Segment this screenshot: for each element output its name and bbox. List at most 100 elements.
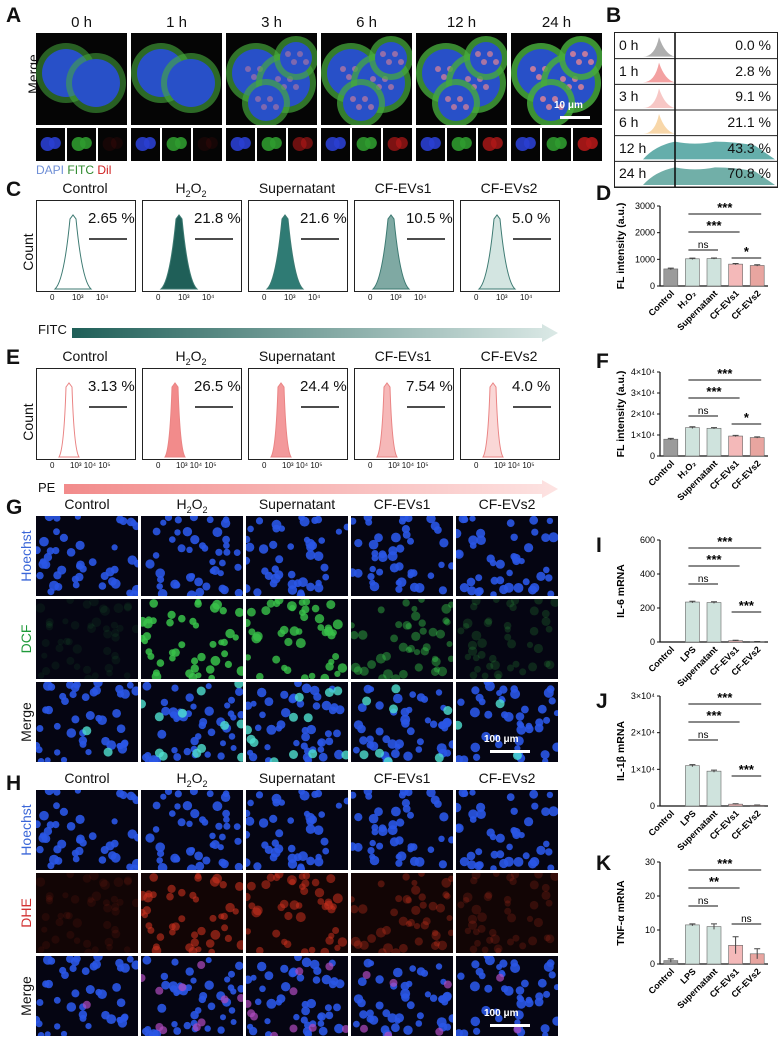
cell-drawing — [131, 43, 221, 113]
flow-tick-label: 0 — [156, 461, 161, 470]
micrograph — [36, 790, 138, 870]
micrograph — [351, 682, 453, 762]
error-bar — [732, 434, 739, 437]
panel-a-channel-thumb — [573, 128, 602, 161]
micrograph — [351, 516, 453, 596]
significance-label: * — [744, 410, 750, 425]
flow-histogram-box — [460, 200, 560, 292]
micro-scale-bar — [490, 750, 530, 753]
panel-a-channel-thumb — [98, 128, 127, 161]
x-tick-label: CF-EVs1 — [708, 808, 741, 841]
flow-tick-label: 10³ — [390, 293, 402, 302]
error-bar — [754, 948, 761, 959]
panel-e-ylabel: Count — [20, 403, 36, 441]
bar — [706, 258, 722, 287]
significance-label: *** — [706, 552, 722, 567]
micrograph — [246, 790, 348, 870]
micro-group-header: CF-EVs1 — [373, 496, 431, 512]
panel-label-k: K — [596, 852, 612, 875]
micrograph — [36, 599, 138, 679]
flow-histogram-box — [142, 368, 242, 460]
panel-label-b: B — [606, 4, 622, 27]
error-bar — [711, 769, 717, 773]
y-tick-label: 1×10⁴ — [631, 764, 655, 774]
flow-tick-label: 10⁴ — [96, 293, 109, 302]
flow-tick-label: 0 — [474, 293, 479, 302]
panel-a-time-header: 1 h — [166, 14, 187, 31]
micrograph — [141, 516, 243, 596]
panel-a-channel-thumb — [131, 128, 160, 161]
flow-tick-label: 0 — [368, 461, 373, 470]
flow-percent: 3.13 % — [88, 378, 135, 395]
panel-b-time-label: 1 h — [619, 62, 639, 79]
micrograph — [36, 873, 138, 953]
bar — [728, 803, 743, 807]
panel-b-time-label: 24 h — [619, 165, 647, 182]
micrograph — [246, 599, 348, 679]
panel-a-merge-image — [36, 33, 127, 125]
panel-c-xlabel: FITC — [38, 322, 67, 337]
significance-label: * — [744, 244, 750, 259]
significance-label: *** — [717, 690, 733, 705]
flow-percent: 2.65 % — [88, 210, 135, 227]
panel-b-histogram — [643, 141, 775, 160]
error-bar — [732, 803, 739, 805]
x-tick-label: CF-EVs1 — [708, 288, 741, 321]
micrograph — [141, 682, 243, 762]
flow-tick-label: 0 — [50, 461, 55, 470]
flow-histogram — [482, 382, 551, 458]
x-tick-label: Control — [647, 808, 677, 838]
micrograph — [456, 956, 558, 1036]
micrograph — [141, 599, 243, 679]
x-tick-label: Control — [647, 288, 677, 318]
panel-a-channel-thumb — [416, 128, 445, 161]
flow-tick-label: 10⁴ — [520, 293, 533, 302]
panel-a-channel-thumb — [288, 128, 317, 161]
panel-label-j: J — [596, 690, 608, 713]
flow-tick-label: 10³ 10⁴ 10⁵ — [282, 461, 323, 470]
x-tick-label: CF-EVs2 — [729, 808, 762, 841]
x-tick-label: CF-EVs2 — [729, 644, 762, 677]
error-bar — [711, 601, 717, 604]
panel-a-channel-thumb — [162, 128, 191, 161]
error-bar — [689, 426, 696, 429]
significance-label: ns — [698, 240, 709, 251]
panel-a-merge-image — [226, 33, 317, 125]
micrograph — [246, 873, 348, 953]
y-tick-label: 400 — [640, 569, 655, 579]
panel-a-scale-bar — [560, 116, 590, 119]
micrograph — [141, 873, 243, 953]
x-tick-label: Supernatant — [675, 644, 719, 688]
y-tick-label: 600 — [640, 535, 655, 545]
legend-fitc: FITC — [67, 163, 95, 177]
bar — [685, 427, 700, 457]
x-tick-label: CF-EVs1 — [708, 458, 741, 491]
panel-e-xlabel: PE — [38, 480, 56, 495]
panel-a-channel-thumb — [542, 128, 571, 161]
bar — [706, 602, 722, 643]
bar — [728, 263, 743, 287]
flow-tick-label: 10⁴ — [308, 293, 321, 302]
significance-label: ns — [698, 730, 709, 741]
x-tick-label: LPS — [678, 644, 697, 663]
panel-b-percent: 0.0 % — [735, 37, 771, 53]
cell-drawing — [321, 36, 412, 125]
micrograph — [456, 682, 558, 762]
panel-b-percent: 21.1 % — [727, 114, 771, 130]
micro-row-label: Hoechst — [18, 804, 34, 856]
micro-row-label: Merge — [18, 976, 34, 1016]
y-tick-label: 0 — [650, 959, 655, 969]
error-bar — [732, 262, 739, 265]
flow-group-header: Control — [62, 180, 108, 196]
flow-histogram — [371, 214, 445, 290]
y-tick-label: 1×10⁴ — [631, 430, 655, 440]
flow-tick-label: 10³ 10⁴ 10⁵ — [176, 461, 217, 470]
y-tick-label: 0 — [650, 281, 655, 291]
chart-axis — [659, 696, 768, 807]
error-bar — [689, 923, 696, 926]
error-bar — [711, 257, 717, 260]
flow-group-header: CF-EVs1 — [374, 180, 432, 196]
significance-label: *** — [706, 708, 722, 723]
micrograph — [36, 516, 138, 596]
panel-label-i: I — [596, 534, 602, 557]
